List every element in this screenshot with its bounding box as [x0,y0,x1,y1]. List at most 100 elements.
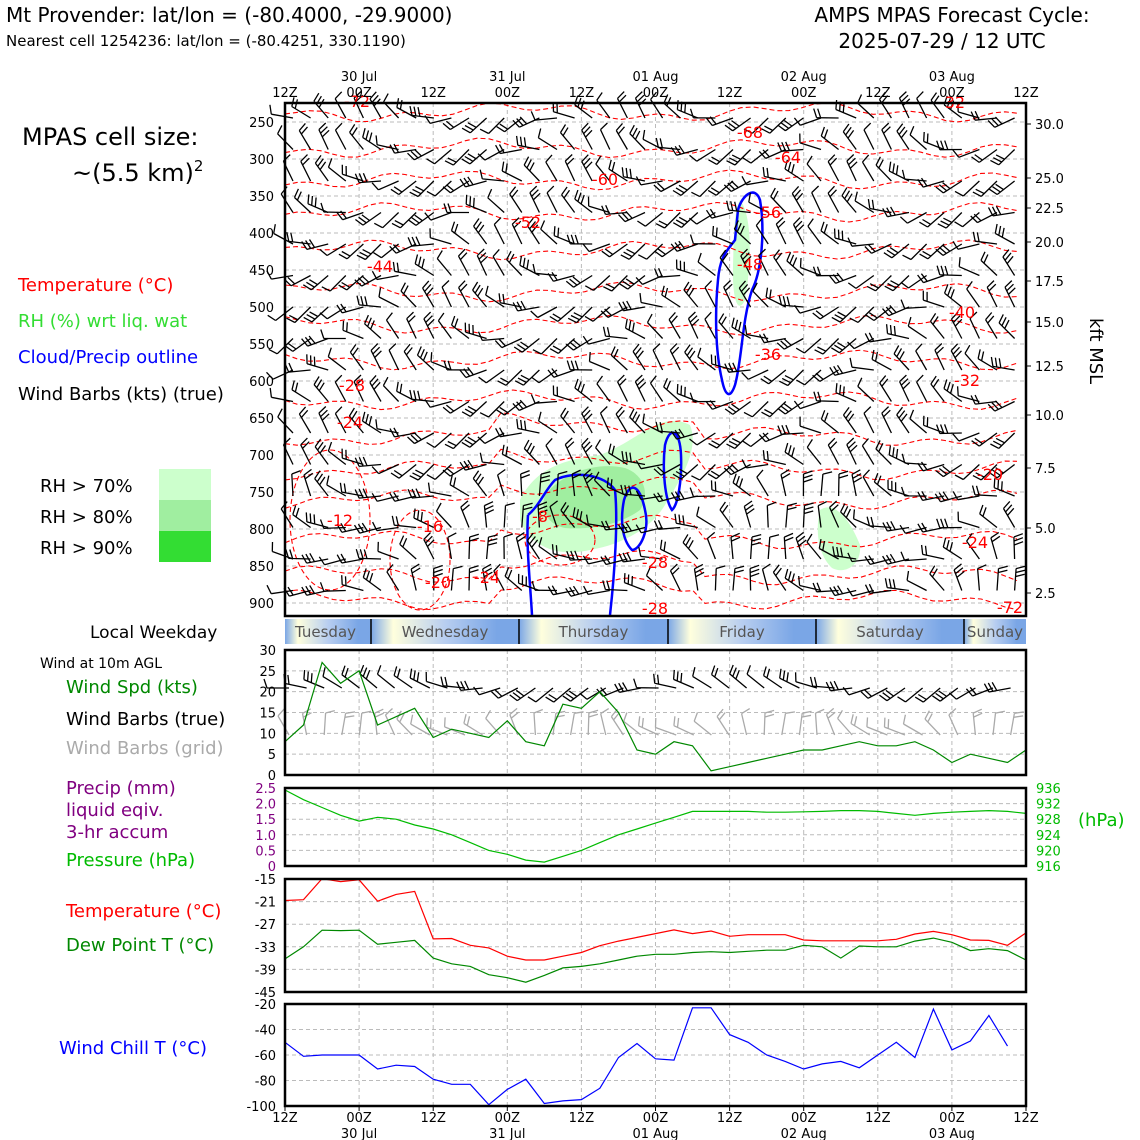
y-tick-label: 15 [259,707,276,722]
kft-tick-label: 5.0 [1035,522,1056,537]
grid-wind-barb [825,707,836,736]
temperature-contour [284,281,1018,303]
pressure-tick-label: 800 [249,523,274,538]
legend-rh90: RH > 90% [40,538,133,559]
wind-barb [861,154,875,182]
kft-tick-label: 22.5 [1035,202,1064,217]
wind-barb [561,186,576,213]
wind-barb [319,519,346,530]
wind-barb [875,156,892,182]
wind-barb [319,582,346,592]
wind-barb [303,306,329,323]
wind-barb [806,439,822,465]
wind-barb [517,573,540,592]
y-tick-label: -33 [255,941,276,956]
wind-barb [676,100,699,119]
pressure-tick-label: 450 [249,264,274,279]
wind-barb [298,122,312,150]
wind-barb [1002,249,1016,276]
temperature-contour [284,549,1018,586]
wind-barb [829,364,857,376]
wind-barb [882,304,910,317]
wind-barb [341,448,364,466]
wind-barb [784,568,804,592]
wind-barb [827,437,840,465]
temperature-contour-loop [289,449,371,591]
wind-barb [837,470,849,497]
wind-barb [629,408,646,434]
wind-barb [603,275,628,292]
wind-barb [710,480,734,497]
wind-barb [362,568,382,592]
wind-barb [672,180,699,196]
wind-barb [867,199,892,214]
wind-barb [896,123,910,150]
wind-barb [900,299,927,310]
wind-barb [461,432,488,448]
wind-barb [724,400,751,415]
temperature-contour-label: -56 [755,203,781,222]
wind-barb [617,374,628,402]
wind-barb [485,534,498,560]
wind-barb [537,128,558,151]
wind-barb [993,478,1015,497]
wind-barb [786,251,804,276]
wind-barb [827,185,840,213]
wind-barb [354,456,382,468]
wind-barb [356,243,382,261]
wind-barb [776,337,804,350]
wind-barb [327,441,347,466]
wind-barb [723,463,751,476]
wind-barb [371,492,399,502]
grid-wind-barb [763,709,775,736]
wind-barb [334,406,347,434]
wind-barb [950,311,963,339]
true-wind-barb [440,676,466,689]
true-wind-barb [491,687,519,699]
wind-barb [887,479,910,497]
wind-barb [460,500,470,528]
wind-barb [409,464,435,481]
wind-barb [835,99,857,119]
wind-barb [526,532,540,560]
wind-barb [596,375,611,402]
windchill-line [284,1007,1009,1106]
weekday-band [519,619,668,644]
wind-barb [762,450,786,466]
wind-barb [966,281,980,308]
true-wind-barb [509,687,536,702]
temperature-contour [284,576,1018,611]
wind-barb [581,437,593,465]
wind-barb [430,352,452,371]
wind-barb [504,567,523,591]
wind-barb [653,463,681,476]
temperature-contour-label: -72 [344,92,370,111]
wind-barb [972,180,998,197]
wind-barb [762,167,786,182]
pressure-tick-label: 500 [249,301,274,316]
wind-barb [314,438,329,465]
wind-barb [532,338,558,355]
true-wind-barb [914,687,941,703]
temperature-contour-label: -20 [977,465,1003,484]
wind-barb [987,205,1015,217]
wind-barb [301,239,329,251]
wind-barb [900,551,927,562]
wind-barb [661,285,681,308]
wind-barb [444,432,470,450]
wind-barb [369,374,382,402]
wind-barb [655,212,681,229]
temperature-contour [284,514,1018,549]
wind-barb [691,180,716,198]
wind-barb [407,488,434,499]
y-tick-label: 25 [259,665,276,680]
wind-barb [864,332,892,343]
wind-barb [935,243,963,256]
wind-barb [653,492,681,503]
grid-wind-barb [277,708,290,736]
wind-barb [971,485,998,497]
grid-wind-barb [301,708,312,736]
wind-barb [461,117,488,134]
weekday-label: Tuesday [294,623,356,641]
wind-barb [917,177,945,188]
